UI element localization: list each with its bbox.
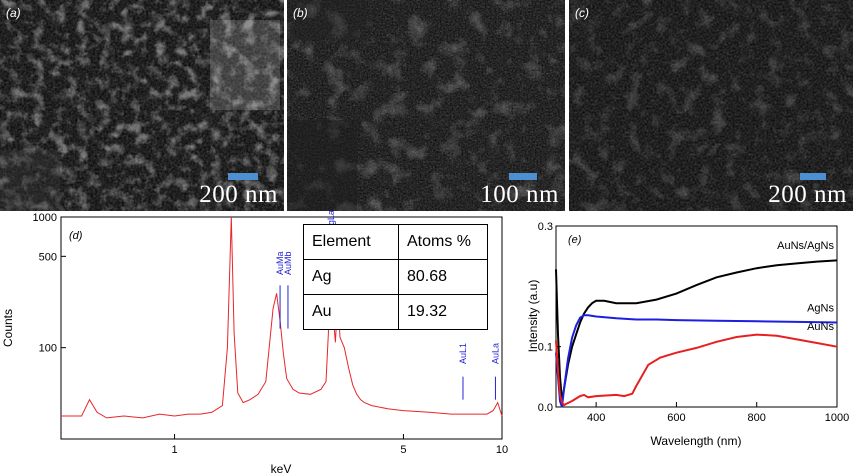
uv-axis-ticks: 400 600 800 1000 0.0 0.1 0.3 — [538, 221, 850, 424]
eds-plot-frame — [60, 216, 503, 440]
uv-x-tick-label: 400 — [587, 412, 605, 424]
table-cell-atoms: 80.68 — [398, 259, 488, 295]
eds-annotation-label: AgLa — [326, 211, 336, 231]
uv-x-tick-label: 800 — [748, 412, 766, 424]
eds-y-tick-label: 1000 — [33, 212, 57, 224]
table-cell-element: Au — [303, 294, 399, 330]
uv-panel-label: (e) — [568, 234, 582, 246]
table-header-atoms: Atoms % — [398, 224, 488, 260]
table-row: Au 19.32 — [303, 294, 488, 330]
eds-x-tick-label: 10 — [496, 444, 508, 456]
uv-series-label: AgNs — [807, 303, 834, 315]
eds-y-tick-label: 500 — [39, 251, 57, 263]
scale-text-c: 200 nm — [768, 181, 847, 208]
eds-axis-ticks: 1 5 10 100 500 1000 — [33, 212, 509, 456]
uv-series-labels: AuNs/AgNs AgNs AuNs — [777, 240, 834, 333]
eds-annotation-label: AuMb — [283, 251, 293, 275]
scale-bar-a — [228, 173, 258, 180]
table-header-element: Element — [303, 224, 399, 260]
eds-composition-table: Element Atoms % Ag 80.68 Au 19.32 — [303, 224, 488, 330]
eds-y-tick-label: 100 — [39, 343, 57, 355]
eds-x-axis-label: keV — [271, 462, 292, 475]
eds-x-tick-label: 5 — [400, 444, 406, 456]
uv-chart: (e) 400 600 800 1000 0.0 0.1 0.3 AuNs/AgNs AgNs… — [526, 221, 850, 448]
eds-annotation-label: AuMa — [275, 251, 285, 275]
table-row: Ag 80.68 — [303, 259, 488, 295]
panel-label-a: (a) — [6, 6, 21, 20]
eds-annotation-label: AuLa — [490, 343, 500, 364]
uv-series-line — [555, 333, 838, 407]
sem-texture — [0, 0, 284, 211]
table-cell-atoms: 19.32 — [398, 294, 488, 330]
uv-series-label: AuNs — [807, 321, 834, 333]
uv-series-line — [555, 259, 838, 402]
scale-text-a: 200 nm — [199, 181, 278, 208]
eds-spectrum-line — [61, 216, 503, 419]
uv-y-axis-label: Intensity (a.u) — [526, 280, 540, 353]
eds-x-tick-label: 1 — [171, 444, 177, 456]
scale-bar-c — [800, 173, 826, 180]
eds-annotation-label: AuL1 — [458, 343, 468, 364]
uv-y-tick-label: 0.0 — [538, 402, 553, 414]
uv-x-axis-label: Wavelength (nm) — [651, 434, 742, 448]
uv-y-tick-label: 0.3 — [538, 221, 553, 233]
uv-series-line — [555, 314, 838, 408]
eds-panel-label: (d) — [69, 230, 83, 242]
sem-image-c: (c) 200 nm — [569, 0, 853, 211]
uv-series-lines — [555, 259, 838, 408]
uv-y-tick-label: 0.1 — [538, 342, 553, 354]
table-cell-element: Ag — [303, 259, 399, 295]
scale-text-b: 100 nm — [480, 181, 559, 208]
sem-texture — [287, 0, 565, 211]
scale-bar-b — [509, 173, 537, 180]
panel-label-c: (c) — [575, 6, 589, 20]
sem-image-b: (b) 100 nm — [287, 0, 565, 211]
uv-x-tick-label: 600 — [667, 412, 685, 424]
uv-x-tick-label: 1000 — [825, 412, 849, 424]
table-header-row: Element Atoms % — [303, 224, 488, 260]
sem-image-a: (a) 200 nm — [0, 0, 284, 211]
uv-plot-frame — [555, 225, 838, 408]
panel-label-b: (b) — [293, 6, 308, 20]
eds-y-axis-label: Counts — [1, 309, 15, 347]
uv-series-label: AuNs/AgNs — [777, 240, 834, 252]
